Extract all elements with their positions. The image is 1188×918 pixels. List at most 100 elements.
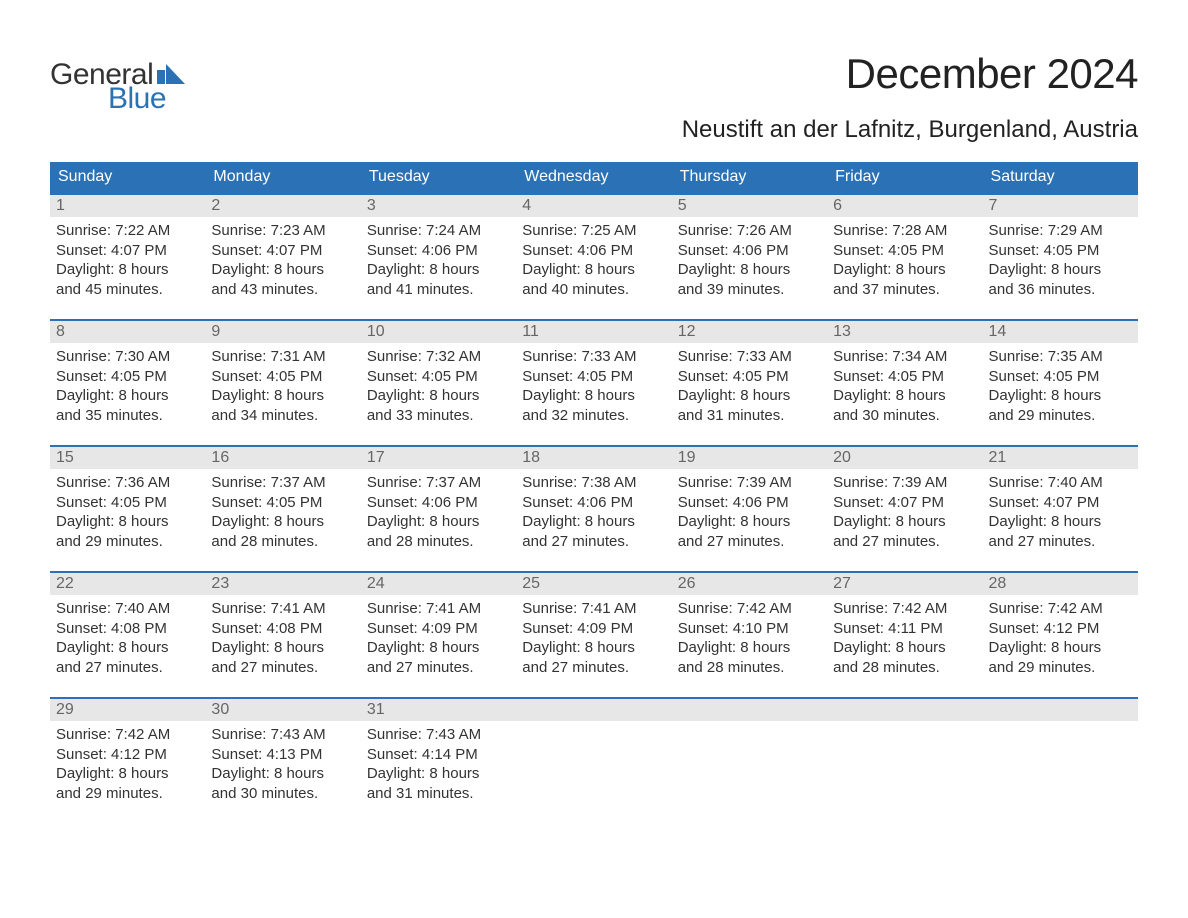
- day-sunset-line: Sunset: 4:05 PM: [678, 367, 821, 387]
- weekday-header: Tuesday: [361, 162, 516, 193]
- day-dl2-line: and 32 minutes.: [522, 406, 665, 426]
- logo-text-blue: Blue: [108, 84, 187, 114]
- day-number: 15: [50, 447, 205, 469]
- day-dl1-line: Daylight: 8 hours: [833, 386, 976, 406]
- day-dl2-line: and 29 minutes.: [56, 532, 199, 552]
- day-number: 11: [516, 321, 671, 343]
- day-sunrise-line: Sunrise: 7:41 AM: [211, 599, 354, 619]
- day-sunset-line: Sunset: 4:06 PM: [367, 241, 510, 261]
- day-cell: 16Sunrise: 7:37 AMSunset: 4:05 PMDayligh…: [205, 447, 360, 571]
- day-cell: 6Sunrise: 7:28 AMSunset: 4:05 PMDaylight…: [827, 195, 982, 319]
- day-dl2-line: and 35 minutes.: [56, 406, 199, 426]
- day-cell: 12Sunrise: 7:33 AMSunset: 4:05 PMDayligh…: [672, 321, 827, 445]
- day-cell: 13Sunrise: 7:34 AMSunset: 4:05 PMDayligh…: [827, 321, 982, 445]
- day-number: 10: [361, 321, 516, 343]
- day-sunrise-line: Sunrise: 7:40 AM: [56, 599, 199, 619]
- day-body: Sunrise: 7:37 AMSunset: 4:05 PMDaylight:…: [205, 469, 360, 551]
- day-number: 4: [516, 195, 671, 217]
- day-cell: 30Sunrise: 7:43 AMSunset: 4:13 PMDayligh…: [205, 699, 360, 823]
- day-sunset-line: Sunset: 4:06 PM: [678, 493, 821, 513]
- day-dl2-line: and 31 minutes.: [367, 784, 510, 804]
- day-body: Sunrise: 7:22 AMSunset: 4:07 PMDaylight:…: [50, 217, 205, 299]
- day-sunrise-line: Sunrise: 7:32 AM: [367, 347, 510, 367]
- day-dl2-line: and 29 minutes.: [989, 406, 1132, 426]
- day-sunrise-line: Sunrise: 7:41 AM: [522, 599, 665, 619]
- day-number: 30: [205, 699, 360, 721]
- day-cell: [983, 699, 1138, 823]
- day-sunset-line: Sunset: 4:05 PM: [833, 241, 976, 261]
- weekday-header: Saturday: [983, 162, 1138, 193]
- day-dl1-line: Daylight: 8 hours: [989, 638, 1132, 658]
- day-sunset-line: Sunset: 4:05 PM: [56, 367, 199, 387]
- logo: General Blue: [50, 50, 187, 114]
- day-number: 21: [983, 447, 1138, 469]
- day-cell: 27Sunrise: 7:42 AMSunset: 4:11 PMDayligh…: [827, 573, 982, 697]
- day-sunrise-line: Sunrise: 7:24 AM: [367, 221, 510, 241]
- week-row: 8Sunrise: 7:30 AMSunset: 4:05 PMDaylight…: [50, 319, 1138, 445]
- day-number: 14: [983, 321, 1138, 343]
- day-number: 28: [983, 573, 1138, 595]
- day-dl1-line: Daylight: 8 hours: [833, 512, 976, 532]
- day-body: Sunrise: 7:43 AMSunset: 4:13 PMDaylight:…: [205, 721, 360, 803]
- day-dl2-line: and 39 minutes.: [678, 280, 821, 300]
- day-sunset-line: Sunset: 4:06 PM: [678, 241, 821, 261]
- day-sunset-line: Sunset: 4:13 PM: [211, 745, 354, 765]
- day-body: Sunrise: 7:38 AMSunset: 4:06 PMDaylight:…: [516, 469, 671, 551]
- day-body: Sunrise: 7:26 AMSunset: 4:06 PMDaylight:…: [672, 217, 827, 299]
- day-dl2-line: and 41 minutes.: [367, 280, 510, 300]
- day-sunrise-line: Sunrise: 7:23 AM: [211, 221, 354, 241]
- day-body: Sunrise: 7:43 AMSunset: 4:14 PMDaylight:…: [361, 721, 516, 803]
- title-block: December 2024 Neustift an der Lafnitz, B…: [682, 50, 1138, 156]
- day-number: 17: [361, 447, 516, 469]
- day-dl2-line: and 33 minutes.: [367, 406, 510, 426]
- day-sunset-line: Sunset: 4:12 PM: [56, 745, 199, 765]
- day-dl2-line: and 30 minutes.: [211, 784, 354, 804]
- day-sunrise-line: Sunrise: 7:39 AM: [833, 473, 976, 493]
- day-cell: 22Sunrise: 7:40 AMSunset: 4:08 PMDayligh…: [50, 573, 205, 697]
- day-sunset-line: Sunset: 4:09 PM: [522, 619, 665, 639]
- day-number: 16: [205, 447, 360, 469]
- day-body: Sunrise: 7:40 AMSunset: 4:07 PMDaylight:…: [983, 469, 1138, 551]
- day-number: 12: [672, 321, 827, 343]
- day-dl1-line: Daylight: 8 hours: [367, 512, 510, 532]
- day-number: 2: [205, 195, 360, 217]
- day-dl1-line: Daylight: 8 hours: [678, 260, 821, 280]
- day-cell: 10Sunrise: 7:32 AMSunset: 4:05 PMDayligh…: [361, 321, 516, 445]
- week-row: 29 Sunrise: 7:42 AMSunset: 4:12 PM Dayligh…: [50, 697, 1138, 823]
- day-number: [672, 699, 827, 721]
- day-dl2-line: and 30 minutes.: [833, 406, 976, 426]
- day-number: 7: [983, 195, 1138, 217]
- day-cell: 3Sunrise: 7:24 AMSunset: 4:06 PMDaylight…: [361, 195, 516, 319]
- day-cell: 23Sunrise: 7:41 AMSunset: 4:08 PMDayligh…: [205, 573, 360, 697]
- day-sunset-line: Sunset: 4:07 PM: [211, 241, 354, 261]
- day-body: Sunrise: 7:39 AMSunset: 4:06 PMDaylight:…: [672, 469, 827, 551]
- day-dl2-line: and 29 minutes.: [56, 784, 199, 804]
- day-sunset-line: Sunset: 4:05 PM: [211, 367, 354, 387]
- day-dl1-line: Daylight: 8 hours: [367, 764, 510, 784]
- day-cell: 14Sunrise: 7:35 AMSunset: 4:05 PMDayligh…: [983, 321, 1138, 445]
- day-number: 29: [50, 699, 205, 721]
- day-number: 26: [672, 573, 827, 595]
- day-cell: 20Sunrise: 7:39 AMSunset: 4:07 PMDayligh…: [827, 447, 982, 571]
- month-title: December 2024: [682, 50, 1138, 98]
- day-cell: [827, 699, 982, 823]
- day-cell: 4Sunrise: 7:25 AMSunset: 4:06 PMDaylight…: [516, 195, 671, 319]
- day-sunset-line: Sunset: 4:08 PM: [211, 619, 354, 639]
- day-sunrise-line: Sunrise: 7:42 AM: [56, 725, 199, 745]
- day-dl2-line: and 37 minutes.: [833, 280, 976, 300]
- day-cell: 31Sunrise: 7:43 AMSunset: 4:14 PMDayligh…: [361, 699, 516, 823]
- day-dl1-line: Daylight: 8 hours: [211, 764, 354, 784]
- day-dl1-line: Daylight: 8 hours: [678, 386, 821, 406]
- day-dl1-line: Daylight: 8 hours: [522, 638, 665, 658]
- location-subtitle: Neustift an der Lafnitz, Burgenland, Aus…: [682, 116, 1138, 144]
- day-cell: 8Sunrise: 7:30 AMSunset: 4:05 PMDaylight…: [50, 321, 205, 445]
- day-sunset-line: Sunset: 4:10 PM: [678, 619, 821, 639]
- day-dl2-line: and 31 minutes.: [678, 406, 821, 426]
- day-sunset-line: Sunset: 4:05 PM: [989, 241, 1132, 261]
- day-sunset-line: Sunset: 4:07 PM: [833, 493, 976, 513]
- day-sunrise-line: Sunrise: 7:33 AM: [522, 347, 665, 367]
- day-cell: 28Sunrise: 7:42 AMSunset: 4:12 PMDayligh…: [983, 573, 1138, 697]
- day-number: 1: [50, 195, 205, 217]
- day-dl1-line: Daylight: 8 hours: [989, 386, 1132, 406]
- day-number: [516, 699, 671, 721]
